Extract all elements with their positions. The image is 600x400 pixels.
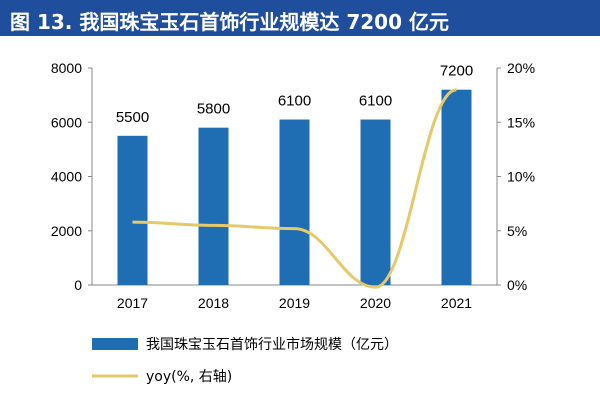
bar [117, 135, 148, 285]
series-line-yoy [132, 88, 457, 289]
right-tick-label: 15% [507, 114, 535, 130]
legend-label-line: yoy(%, 右轴) [146, 369, 232, 385]
left-tick-label: 8000 [51, 60, 82, 76]
x-tick-label: 2017 [117, 295, 148, 311]
left-tick-label: 6000 [51, 114, 82, 130]
right-tick-label: 0% [507, 277, 527, 293]
left-tick-label: 2000 [51, 223, 82, 239]
legend-label-bar: 我国珠宝玉石首饰行业市场规模（亿元） [146, 336, 398, 353]
data-label: 6100 [278, 93, 311, 110]
right-tick-label: 20% [507, 60, 535, 76]
data-label: 5500 [116, 109, 149, 126]
bar [360, 119, 391, 285]
bar [279, 119, 310, 285]
left-tick-label: 4000 [51, 169, 82, 185]
legend-swatch-bar [92, 338, 138, 350]
left-tick-label: 0 [74, 277, 82, 293]
data-label: 5800 [197, 101, 230, 118]
right-tick-label: 5% [507, 223, 527, 239]
right-tick-label: 10% [507, 169, 535, 185]
bar [441, 89, 472, 285]
data-label: 6100 [359, 93, 392, 110]
bar [198, 127, 229, 285]
chart-title: 图 13. 我国珠宝玉石首饰行业规模达 7200 亿元 [10, 10, 449, 34]
data-label: 7200 [440, 63, 473, 80]
title-bar: 图 13. 我国珠宝玉石首饰行业规模达 7200 亿元 [0, 0, 600, 36]
x-tick-label: 2020 [360, 295, 391, 311]
x-tick-label: 2019 [279, 295, 310, 311]
x-tick-label: 2021 [441, 295, 472, 311]
x-tick-label: 2018 [198, 295, 229, 311]
